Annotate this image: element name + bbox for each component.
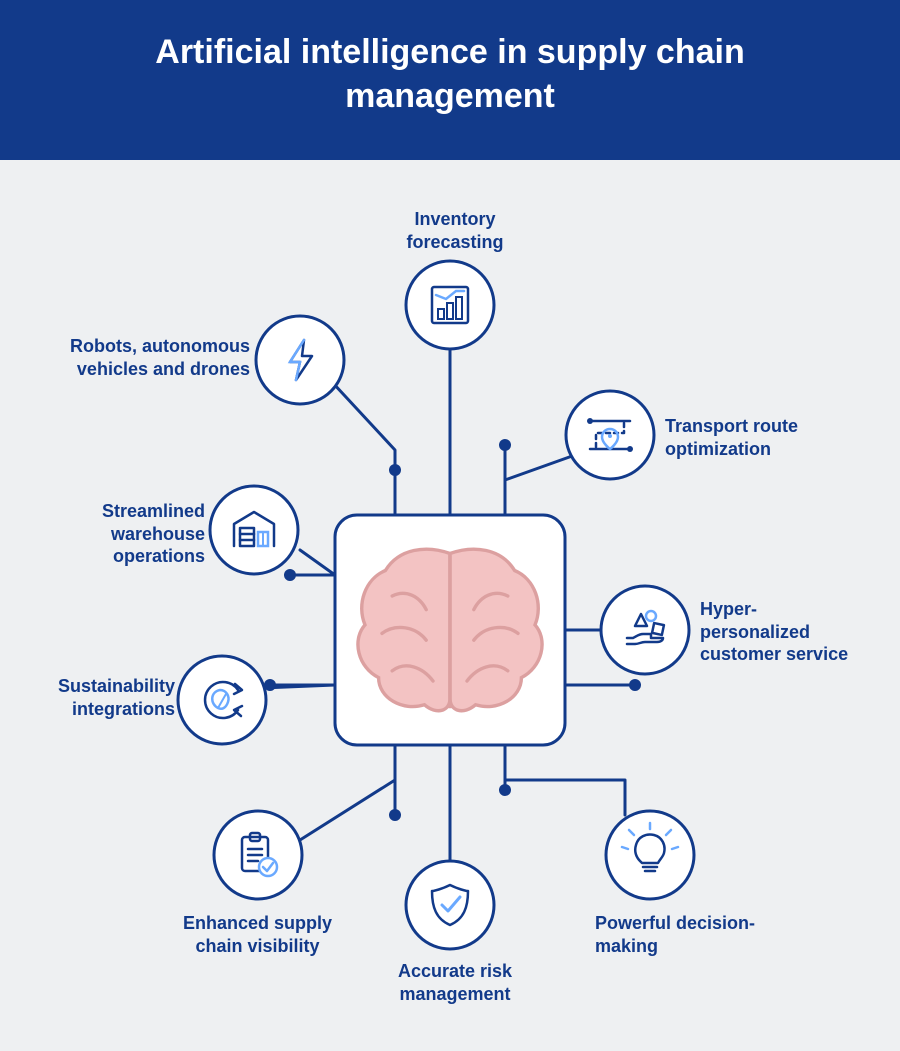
robots-node: Robots, autonomous vehicles and drones xyxy=(55,316,344,415)
transport-node: Transport route optimization xyxy=(566,391,835,495)
visibility-node: Enhanced supply chain visibility xyxy=(160,811,355,992)
sustain-node: Sustainability integrations xyxy=(45,656,266,755)
page-title: Artificial intelligence in supply chain … xyxy=(60,30,840,118)
diagram-body: Inventory forecasting Robots, autonomous … xyxy=(0,160,900,1051)
hyper-label: Hyper-personalized customer service xyxy=(700,598,860,666)
diagram-svg: Inventory forecasting Robots, autonomous … xyxy=(0,160,900,1051)
visibility-label: Enhanced supply chain visibility xyxy=(160,912,355,957)
risk-node: Accurate risk management xyxy=(370,861,540,1040)
decision-node: Powerful decision-making xyxy=(595,811,775,992)
warehouse-node: Streamlined warehouse operations xyxy=(80,486,298,580)
robots-label: Robots, autonomous vehicles and drones xyxy=(55,335,250,380)
hyper-node: Hyper-personalized customer service xyxy=(601,586,860,678)
sustain-label: Sustainability integrations xyxy=(45,675,175,720)
brain-icon xyxy=(358,549,542,711)
header-banner: Artificial intelligence in supply chain … xyxy=(0,0,900,160)
risk-label: Accurate risk management xyxy=(370,960,540,1005)
transport-label: Transport route optimization xyxy=(665,415,835,460)
inventory-label: Inventory forecasting xyxy=(395,208,515,253)
decision-label: Powerful decision-making xyxy=(595,912,775,957)
inventory-node: Inventory forecasting xyxy=(395,208,515,349)
warehouse-label: Streamlined warehouse operations xyxy=(80,500,205,568)
